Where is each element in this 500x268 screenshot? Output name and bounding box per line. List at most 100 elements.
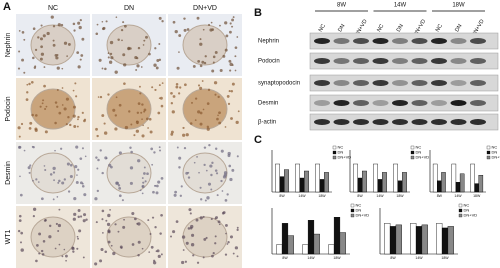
nucleus xyxy=(78,229,82,233)
nucleus xyxy=(214,93,217,96)
nucleus xyxy=(57,181,60,184)
nucleus xyxy=(137,102,141,106)
nucleus xyxy=(224,48,228,52)
nucleus xyxy=(60,23,64,27)
nucleus xyxy=(56,89,59,92)
category-label: 8W xyxy=(279,194,285,198)
nucleus xyxy=(190,224,194,229)
nucleus xyxy=(201,60,205,64)
nucleus xyxy=(199,186,202,189)
bar xyxy=(447,226,454,255)
glomerulus xyxy=(182,152,228,194)
nucleus xyxy=(196,155,198,158)
nucleus xyxy=(56,196,59,198)
nucleus xyxy=(17,229,21,233)
band xyxy=(353,58,369,64)
nucleus xyxy=(148,251,151,253)
nucleus xyxy=(83,118,87,121)
nucleus xyxy=(197,59,201,63)
nucleus xyxy=(192,254,195,257)
nucleus xyxy=(34,48,38,51)
nucleus xyxy=(181,260,185,265)
nucleus xyxy=(37,181,40,183)
band xyxy=(333,80,350,86)
band xyxy=(314,58,330,64)
nucleus xyxy=(143,108,147,112)
nucleus xyxy=(122,225,126,229)
nucleus xyxy=(151,163,154,166)
nucleus xyxy=(228,164,232,168)
nucleus xyxy=(123,218,125,221)
nucleus xyxy=(61,87,64,89)
nucleus xyxy=(49,173,53,176)
nucleus xyxy=(151,216,155,219)
band xyxy=(470,58,486,64)
glomerulus xyxy=(106,216,152,258)
nucleus xyxy=(211,69,215,73)
band xyxy=(470,100,486,106)
legend-swatch xyxy=(486,145,491,150)
nucleus xyxy=(57,230,60,232)
nucleus xyxy=(135,129,140,133)
nucleus xyxy=(224,21,228,25)
bar xyxy=(395,224,402,255)
nucleus xyxy=(77,215,80,219)
nucleus xyxy=(231,64,234,67)
nucleus xyxy=(42,34,46,38)
nucleus xyxy=(203,61,207,65)
nucleus xyxy=(193,161,196,164)
nucleus xyxy=(231,25,234,28)
nucleus xyxy=(235,120,239,125)
nucleus xyxy=(123,82,126,85)
nucleus xyxy=(183,146,187,150)
nucleus xyxy=(32,179,34,182)
nucleus xyxy=(54,121,57,125)
band xyxy=(392,58,408,64)
nucleus xyxy=(65,123,68,126)
nucleus xyxy=(212,61,215,64)
nucleus xyxy=(196,16,200,20)
nucleus xyxy=(118,151,122,155)
bar xyxy=(441,172,446,193)
protein-label: Nephrin xyxy=(258,39,279,45)
nucleus xyxy=(69,163,73,167)
nucleus xyxy=(236,255,239,258)
nucleus xyxy=(189,122,193,125)
category-label: 8W xyxy=(437,194,443,198)
legend-label: DN xyxy=(356,208,362,213)
nucleus xyxy=(106,222,111,227)
nucleus xyxy=(61,255,64,258)
panel-label: C xyxy=(254,134,262,146)
nucleus xyxy=(214,169,218,172)
glomerulus xyxy=(106,24,152,66)
nucleus xyxy=(222,211,226,214)
nucleus xyxy=(157,254,161,259)
band xyxy=(353,80,369,86)
nucleus xyxy=(202,256,205,259)
nucleus xyxy=(134,217,137,221)
nucleus xyxy=(55,56,59,60)
nucleus xyxy=(56,105,59,108)
nucleus xyxy=(44,107,47,111)
legend-label: NC xyxy=(464,203,470,208)
bar xyxy=(470,163,475,193)
nucleus xyxy=(37,36,40,39)
nucleus xyxy=(174,30,178,34)
bar xyxy=(287,235,294,255)
nucleus xyxy=(136,120,138,123)
nucleus xyxy=(142,124,144,127)
nucleus xyxy=(112,251,116,256)
nucleus xyxy=(142,181,145,184)
nucleus xyxy=(72,217,76,221)
bar xyxy=(455,181,461,193)
bar xyxy=(362,170,367,193)
bar xyxy=(474,183,479,193)
nucleus xyxy=(96,23,99,26)
nucleus xyxy=(178,92,181,95)
nucleus xyxy=(104,67,107,71)
nucleus xyxy=(67,116,70,119)
nucleus xyxy=(61,67,64,70)
panel-label: A xyxy=(3,1,11,13)
nucleus xyxy=(226,95,230,98)
bar xyxy=(307,220,315,255)
